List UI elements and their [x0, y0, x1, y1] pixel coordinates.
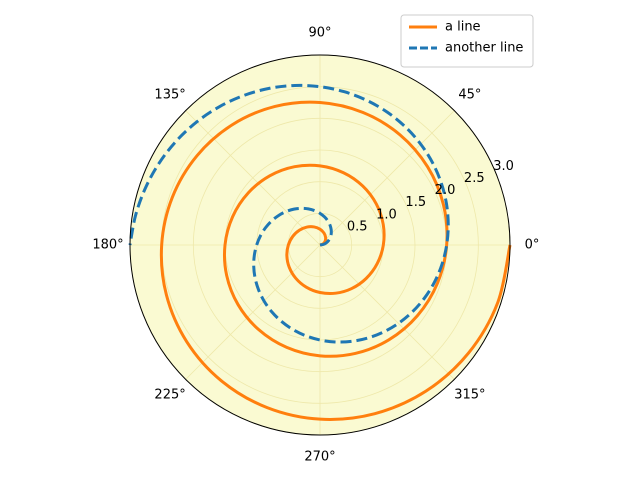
legend-label: another line [445, 41, 523, 56]
r-tick-label: 1.5 [405, 195, 426, 210]
theta-grid-line [185, 244, 321, 380]
r-tick-label: 0.5 [347, 219, 368, 234]
theta-grid-line [185, 110, 321, 246]
theta-grid-line [319, 110, 455, 246]
theta-tick-label: 45° [458, 88, 481, 103]
theta-tick-label: 315° [454, 387, 485, 402]
r-tick-label: 2.5 [464, 171, 485, 186]
legend: a line another line [400, 14, 534, 68]
series-line [128, 83, 450, 344]
r-tick-label: 3.0 [493, 159, 514, 174]
theta-tick-label: 90° [308, 26, 331, 41]
r-tick-label: 2.0 [435, 183, 456, 198]
theta-tick-label: 180° [92, 238, 123, 253]
r-tick-label: 1.0 [376, 207, 397, 222]
series-line [159, 100, 512, 421]
polar-frame [129, 54, 511, 436]
theta-tick-label: 0° [525, 238, 540, 253]
theta-tick-label: 135° [154, 88, 185, 103]
theta-tick-label: 225° [154, 387, 185, 402]
theta-tick-label: 270° [304, 450, 335, 465]
theta-grid-line [319, 244, 455, 380]
legend-label: a line [445, 20, 481, 35]
